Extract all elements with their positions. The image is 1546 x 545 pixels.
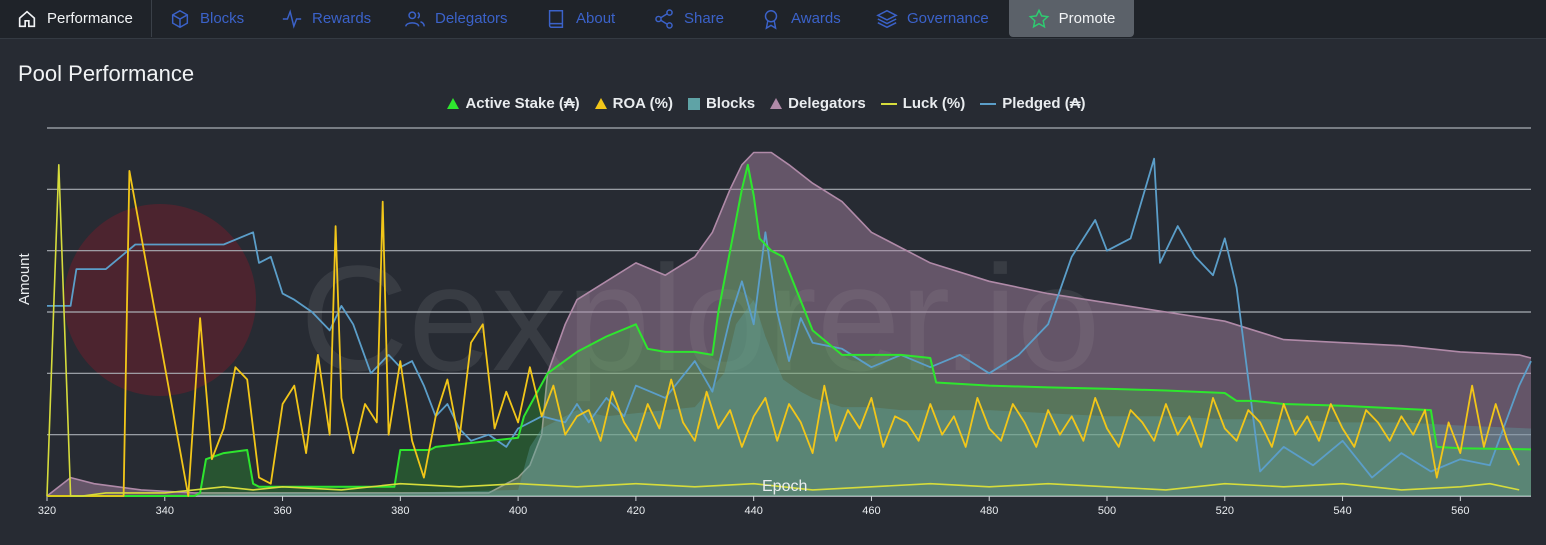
- x-tick-label: 560: [1451, 505, 1469, 517]
- triangle-icon: [770, 98, 783, 109]
- legend-label: Active Stake (₳): [465, 95, 580, 112]
- x-axis-label: Epoch: [762, 478, 808, 495]
- legend-label: Blocks: [705, 95, 756, 112]
- tab-label: Share: [684, 10, 725, 27]
- chart-title: Pool Performance: [18, 61, 195, 86]
- legend-item-delegators[interactable]: Delegators: [769, 95, 866, 112]
- legend-item-roa[interactable]: ROA (%): [594, 95, 673, 112]
- x-tick-label: 400: [509, 505, 527, 517]
- share-icon: [655, 8, 673, 29]
- triangle-icon: [447, 98, 460, 109]
- x-tick-label: 340: [156, 505, 174, 517]
- x-tick-label: 420: [627, 505, 645, 517]
- pledged-line: [47, 157, 1532, 479]
- x-tick-label: 500: [1098, 505, 1116, 517]
- legend-label: Pledged (₳): [1002, 95, 1086, 112]
- tab-label: About: [576, 10, 616, 27]
- watermark-logo: [64, 204, 256, 396]
- tab-label: Blocks: [200, 10, 245, 27]
- line-icon: [880, 103, 897, 105]
- tab-label: Promote: [1058, 10, 1116, 27]
- tab-blocks[interactable]: Blocks: [169, 0, 244, 37]
- luck-line: [46, 164, 1520, 497]
- tab-delegators[interactable]: Delegators: [404, 0, 508, 37]
- tab-performance[interactable]: Performance: [16, 0, 133, 37]
- tab-label: Awards: [791, 10, 841, 27]
- tab-promote[interactable]: Promote: [1009, 0, 1134, 37]
- chart-legend: Active Stake (₳) ROA (%) Blocks Delegato…: [0, 95, 1546, 112]
- x-tick-label: 320: [38, 505, 56, 517]
- x-tick-label: 440: [744, 505, 762, 517]
- tab-about[interactable]: About: [545, 0, 615, 37]
- x-tick-label: 460: [862, 505, 880, 517]
- users-icon: [405, 10, 425, 27]
- x-tick-label: 520: [1216, 505, 1234, 517]
- x-tick-label: 540: [1333, 505, 1351, 517]
- tab-bar: Performance Blocks Rewards Delegators Ab…: [0, 0, 1546, 37]
- blocks-area: [47, 299, 1531, 496]
- tab-label: Delegators: [435, 10, 508, 27]
- triangle-icon: [594, 98, 607, 109]
- roa-line: [47, 169, 1521, 497]
- home-icon: [18, 10, 36, 27]
- tab-awards[interactable]: Awards: [760, 0, 841, 37]
- tab-governance[interactable]: Governance: [876, 0, 989, 37]
- line-icon: [980, 103, 997, 105]
- legend-label: ROA (%): [612, 95, 673, 112]
- x-tick-label: 380: [391, 505, 409, 517]
- tab-rewards[interactable]: Rewards: [281, 0, 371, 37]
- cube-icon: [171, 9, 189, 28]
- book-icon: [548, 9, 564, 28]
- legend-label: Delegators: [788, 95, 866, 112]
- legend-item-blocks[interactable]: Blocks: [687, 95, 755, 112]
- delegators-area: [47, 152, 1531, 496]
- pulse-icon: [282, 8, 302, 29]
- award-icon: [764, 9, 778, 30]
- x-tick-label: 360: [273, 505, 291, 517]
- y-axis-label: Amount: [16, 253, 33, 305]
- tab-divider: [151, 0, 152, 37]
- legend-item-active-stake[interactable]: Active Stake (₳): [446, 95, 580, 112]
- legend-label: Luck (%): [902, 95, 966, 112]
- legend-item-pledged[interactable]: Pledged (₳): [979, 95, 1086, 112]
- layers-icon: [876, 9, 898, 28]
- square-icon: [687, 98, 700, 110]
- x-tick-label: 480: [980, 505, 998, 517]
- star-icon: [1028, 8, 1050, 28]
- watermark-text: Cexplorer.io: [300, 234, 1100, 402]
- delegators-line: [46, 151, 1532, 497]
- tab-label: Rewards: [312, 10, 372, 27]
- tab-label: Governance: [907, 10, 989, 27]
- active-stake-area: [47, 164, 1531, 497]
- tab-share[interactable]: Share: [653, 0, 724, 37]
- tab-label: Performance: [47, 10, 133, 27]
- legend-item-luck[interactable]: Luck (%): [880, 95, 966, 112]
